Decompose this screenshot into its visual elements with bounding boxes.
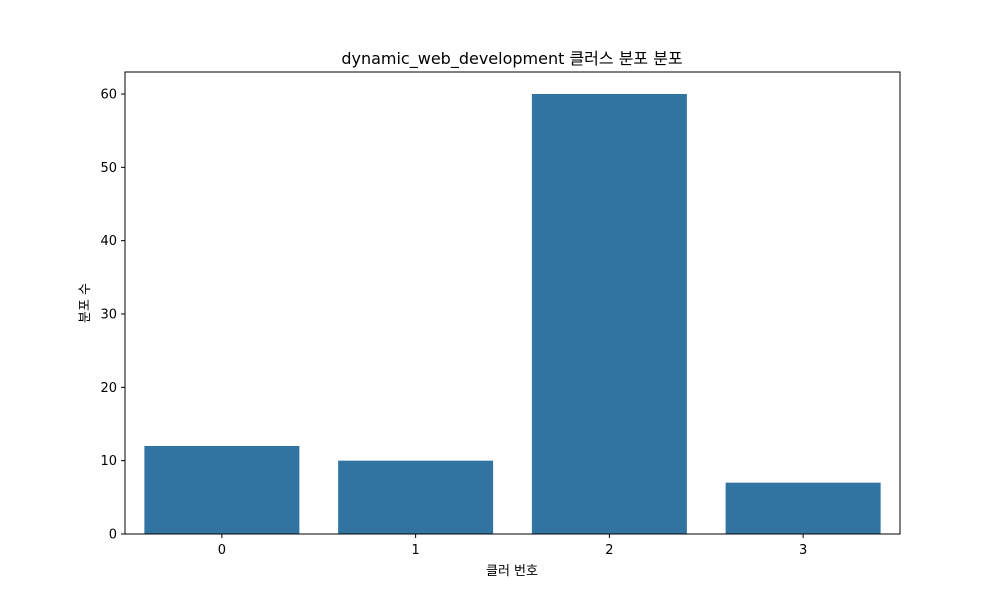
x-axis: 0 1 2 3 [218,534,807,558]
plot-frame [124,71,901,535]
y-tick-label: 10 [100,454,117,469]
y-tick-label: 60 [100,88,117,103]
x-tick-label: 0 [218,543,226,558]
x-tick-label: 3 [799,543,807,558]
y-tick-label: 40 [100,234,117,249]
bar-2 [531,94,687,534]
y-tick-label: 20 [100,381,117,396]
y-tick-label: 30 [100,308,117,323]
bar-1 [338,460,494,534]
x-tick-label: 2 [605,543,613,558]
x-tick-label: 1 [411,543,419,558]
bar-0 [144,446,300,534]
y-axis: 0 10 20 30 40 50 60 [100,88,125,543]
bar-3 [725,482,881,534]
bars-group [144,94,881,534]
x-axis-title: 클러 번호 [486,564,538,579]
y-axis-title: 분포 수 [78,283,93,323]
chart-title: dynamic_web_development 클러스 분포 분포 [341,49,682,69]
y-tick-label: 50 [100,161,117,176]
y-tick-label: 0 [109,528,117,543]
